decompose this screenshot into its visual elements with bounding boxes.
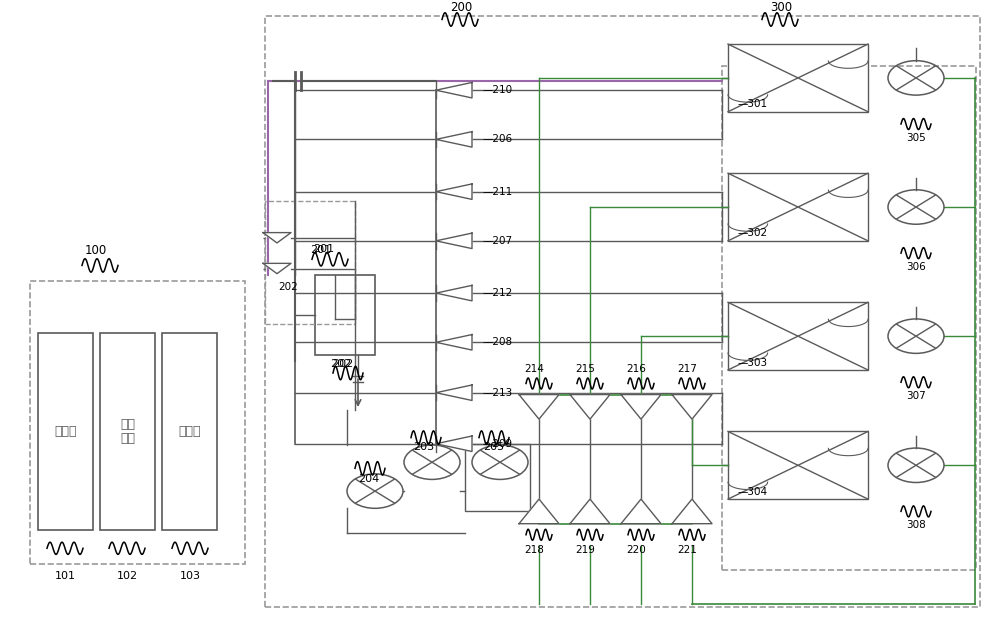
Text: —303: —303 (738, 358, 768, 368)
Text: 压缩机: 压缩机 (54, 425, 77, 438)
Text: 218: 218 (524, 545, 544, 555)
Bar (465, 444, 530, 511)
Text: 204: 204 (358, 474, 379, 484)
Text: 217: 217 (677, 364, 697, 374)
Bar (728, 173, 868, 241)
Text: 205: 205 (483, 442, 504, 452)
Polygon shape (436, 385, 472, 400)
Bar (265, 201, 355, 324)
Text: —304: —304 (738, 487, 768, 496)
Polygon shape (263, 263, 291, 274)
Text: —301: —301 (738, 99, 768, 110)
Text: 306: 306 (906, 262, 926, 272)
Polygon shape (436, 285, 472, 301)
Polygon shape (436, 334, 472, 350)
Text: 305: 305 (906, 132, 926, 142)
Polygon shape (621, 499, 661, 524)
Text: —207: —207 (482, 236, 512, 246)
Text: 202: 202 (278, 282, 298, 292)
Polygon shape (672, 394, 712, 419)
Text: 101: 101 (54, 571, 76, 581)
Polygon shape (570, 394, 610, 419)
Text: 201: 201 (313, 244, 334, 254)
Bar (315, 275, 375, 355)
Text: 219: 219 (575, 545, 595, 555)
Text: 室外
风机: 室外 风机 (120, 418, 135, 445)
Polygon shape (436, 436, 472, 451)
Polygon shape (436, 82, 472, 98)
Polygon shape (436, 132, 472, 147)
Text: 307: 307 (906, 391, 926, 400)
Bar (38, 333, 93, 530)
Bar (728, 431, 868, 499)
Bar (728, 302, 868, 370)
Bar (722, 66, 976, 570)
Bar (30, 281, 245, 564)
Text: 102: 102 (116, 571, 138, 581)
Text: —213: —213 (482, 387, 512, 398)
Text: 103: 103 (180, 571, 200, 581)
Text: —206: —206 (482, 134, 512, 144)
Text: 220: 220 (626, 545, 646, 555)
Text: —210: —210 (482, 85, 512, 95)
Text: —302: —302 (738, 228, 768, 238)
Text: —211: —211 (482, 187, 512, 197)
Polygon shape (519, 394, 559, 419)
Text: 221: 221 (677, 545, 697, 555)
Polygon shape (672, 499, 712, 524)
Bar (162, 333, 217, 530)
Polygon shape (519, 499, 559, 524)
Text: 203: 203 (413, 442, 434, 452)
Polygon shape (570, 499, 610, 524)
Text: 100: 100 (85, 243, 107, 256)
Text: 储液器: 储液器 (178, 425, 201, 438)
Text: 214: 214 (524, 364, 544, 374)
Text: 202: 202 (330, 359, 351, 369)
Text: 308: 308 (906, 520, 926, 530)
Text: 202: 202 (332, 359, 353, 369)
Polygon shape (263, 233, 291, 243)
Bar (100, 333, 155, 530)
Polygon shape (436, 233, 472, 249)
Text: 201: 201 (310, 245, 331, 255)
Text: 300: 300 (770, 1, 792, 14)
Bar (265, 17, 980, 607)
Bar (728, 44, 868, 111)
Text: —209: —209 (482, 439, 512, 449)
Text: 200: 200 (450, 1, 472, 14)
Text: —212: —212 (482, 288, 512, 298)
Polygon shape (436, 184, 472, 199)
Text: 216: 216 (626, 364, 646, 374)
Text: —208: —208 (482, 337, 512, 347)
Text: 215: 215 (575, 364, 595, 374)
Polygon shape (621, 394, 661, 419)
